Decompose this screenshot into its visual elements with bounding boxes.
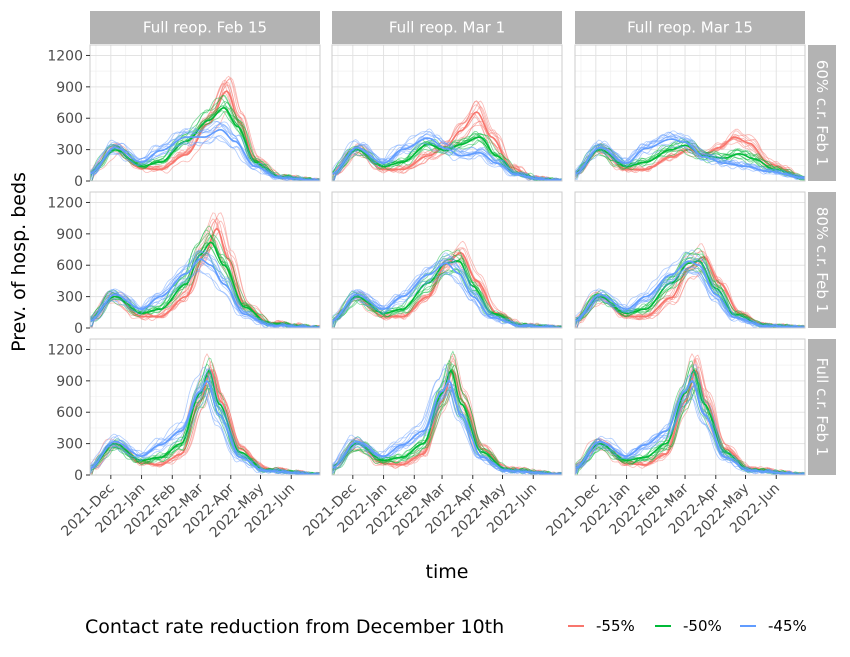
panel-1-0 [89, 191, 321, 329]
simulation-trace [575, 141, 805, 180]
panel-border [574, 191, 806, 329]
series-line [332, 379, 562, 475]
panel-border [574, 338, 806, 476]
series-line [90, 128, 320, 181]
simulation-trace [332, 135, 562, 181]
legend-label: -45% [768, 617, 807, 635]
row-strip-label: Full c.r. Feb 1 [813, 358, 831, 457]
row-strip-2: Full c.r. Feb 1 [808, 339, 836, 475]
panel-border [331, 44, 563, 182]
y-tick-label: 900 [56, 80, 83, 96]
series-line [575, 138, 805, 179]
simulation-trace [332, 272, 562, 328]
series-line [90, 379, 320, 475]
series-line [575, 379, 805, 475]
y-tick-label: 600 [56, 258, 83, 274]
column-strip-2: Full reop. Mar 15 [575, 11, 805, 44]
panel-1-2 [574, 191, 806, 329]
simulation-trace [332, 271, 562, 328]
panel-2-1 [331, 338, 563, 476]
y-tick-label: 300 [56, 437, 83, 453]
series-group [332, 240, 562, 328]
series-group [575, 128, 805, 181]
panel-0-0 [89, 44, 321, 182]
simulation-trace [332, 383, 562, 475]
column-strip-1: Full reop. Mar 1 [332, 11, 562, 44]
legend-entry: -50% [655, 617, 722, 635]
simulation-trace [575, 256, 805, 328]
panel-border [89, 44, 321, 182]
series-group [90, 212, 320, 328]
panel-border [89, 191, 321, 329]
y-tick-label: 300 [56, 143, 83, 159]
legend: Contact rate reduction from December 10t… [85, 616, 807, 638]
simulation-trace [575, 134, 805, 180]
panel-2-0 [89, 338, 321, 476]
legend-label: -55% [596, 617, 635, 635]
series-line [575, 260, 805, 328]
simulation-trace [332, 133, 562, 181]
series-line [90, 258, 320, 328]
y-tick-label: 0 [74, 174, 83, 190]
y-tick-label: 300 [56, 290, 83, 306]
legend-entry: -55% [568, 617, 635, 635]
row-strip-label: 60% c.r. Feb 1 [813, 60, 831, 166]
x-axis-title: time [426, 561, 469, 583]
series-group [90, 75, 320, 181]
simulation-trace [90, 134, 320, 181]
series-line [332, 262, 562, 328]
panel-border [331, 191, 563, 329]
series-group [332, 100, 562, 181]
legend-entries: -55% -50% -45% [568, 617, 807, 635]
row-strip-0: 60% c.r. Feb 1 [808, 45, 836, 181]
panel-0-2 [574, 44, 806, 182]
panel-0-1 [331, 44, 563, 182]
simulation-trace [575, 266, 805, 328]
y-tick-label: 900 [56, 374, 83, 390]
y-tick-label: 600 [56, 405, 83, 421]
series-group [575, 352, 805, 475]
series-group [575, 243, 805, 328]
simulation-trace [575, 393, 805, 475]
simulation-trace [90, 368, 320, 475]
y-tick-label: 1200 [47, 48, 83, 64]
panel-background [575, 192, 805, 328]
y-tick-label: 900 [56, 227, 83, 243]
simulation-trace [332, 394, 562, 475]
panel-1-1 [331, 191, 563, 329]
y-tick-label: 600 [56, 111, 83, 127]
panel-border [89, 338, 321, 476]
row-strip-label: 80% c.r. Feb 1 [813, 207, 831, 313]
strips-layer: Full reop. Feb 15 Full reop. Mar 1 Full re… [90, 11, 836, 475]
panel-background [332, 45, 562, 181]
panel-2-2 [574, 338, 806, 476]
simulation-trace [575, 145, 805, 181]
series-group [90, 353, 320, 475]
simulation-trace [575, 370, 805, 475]
simulation-trace [90, 121, 320, 181]
y-tick-label: 1200 [47, 342, 83, 358]
y-tick-label: 1200 [47, 195, 83, 211]
column-strip-0: Full reop. Feb 15 [90, 11, 320, 44]
column-strip-label: Full reop. Feb 15 [143, 19, 267, 37]
y-tick-label: 0 [74, 468, 83, 484]
simulation-trace [575, 135, 805, 180]
series-line [332, 137, 562, 181]
row-strip-1: 80% c.r. Feb 1 [808, 192, 836, 328]
legend-title: Contact rate reduction from December 10t… [85, 616, 504, 638]
panels-layer [89, 44, 806, 476]
y-axis-title: Prev. of hosp. beds [8, 172, 30, 352]
column-strip-label: Full reop. Mar 15 [627, 19, 753, 37]
simulation-trace [90, 251, 320, 328]
panel-border [574, 44, 806, 182]
series-group [332, 350, 562, 475]
y-tick-label: 0 [74, 321, 83, 337]
legend-label: -50% [683, 617, 722, 635]
simulation-trace [332, 252, 562, 328]
legend-entry: -45% [740, 617, 807, 635]
column-strip-label: Full reop. Mar 1 [389, 19, 505, 37]
panel-border [331, 338, 563, 476]
